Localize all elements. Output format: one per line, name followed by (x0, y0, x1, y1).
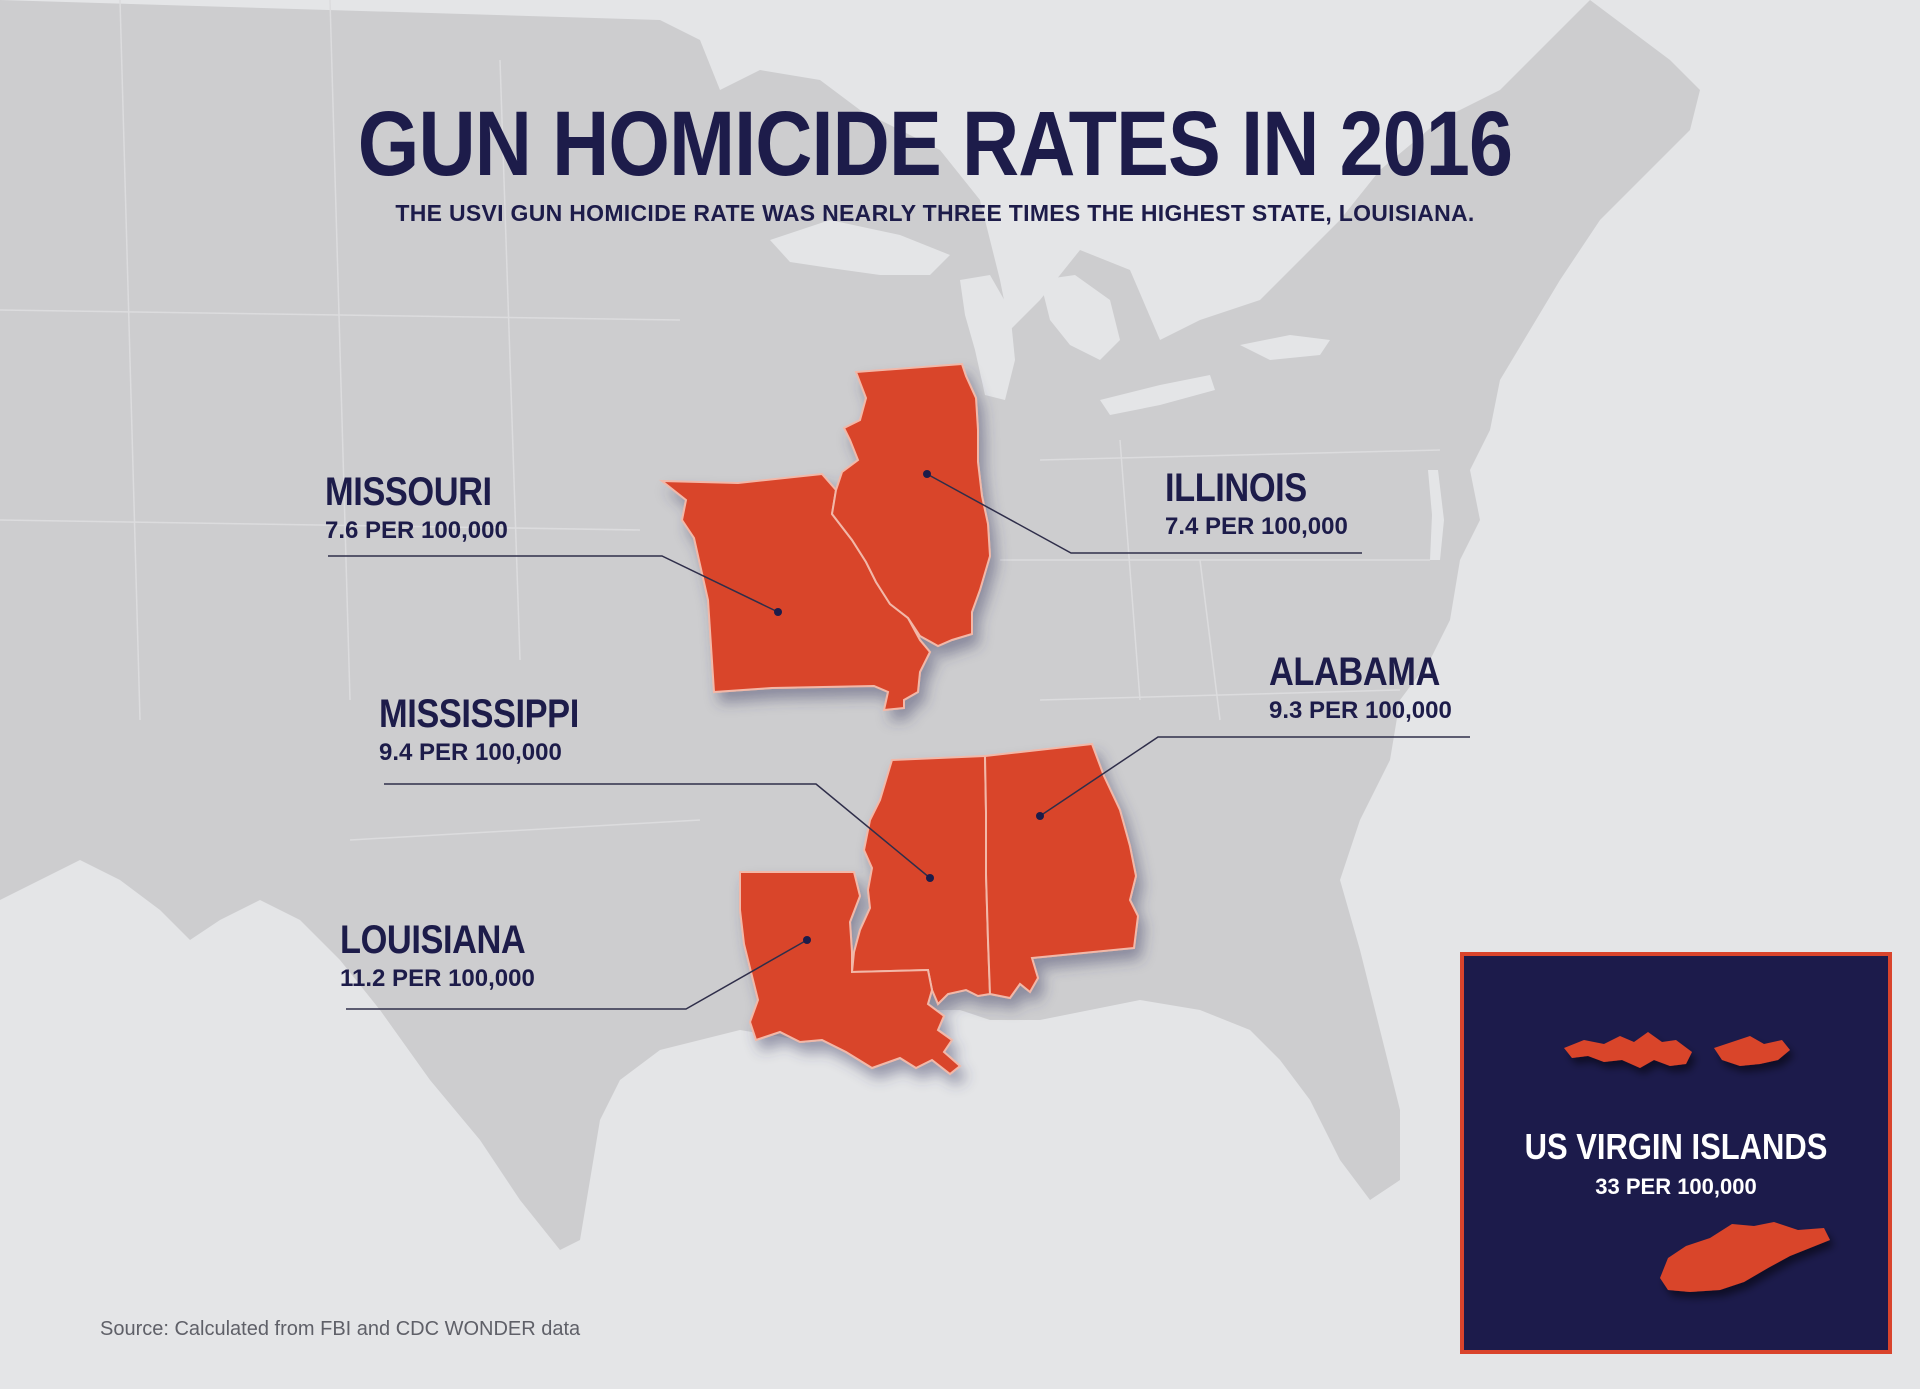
mississippi-dot (926, 874, 934, 882)
lake-michigan (960, 275, 1015, 400)
illinois-dot (923, 470, 931, 478)
chesapeake-bay (1428, 470, 1444, 560)
page-title: GUN HOMICIDE RATES IN 2016 (357, 93, 1513, 195)
alabama-rate: 9.3 PER 100,000 (1269, 697, 1452, 724)
louisiana-rate: 11.2 PER 100,000 (340, 965, 535, 992)
leader-lines (328, 473, 1470, 1010)
alabama-leader (1039, 736, 1470, 817)
illinois-rate: 7.4 PER 100,000 (1165, 513, 1348, 540)
mississippi-rate: 9.4 PER 100,000 (379, 739, 562, 766)
missouri-dot (774, 608, 782, 616)
louisiana-dot (803, 936, 811, 944)
alabama-dot (1036, 812, 1044, 820)
missouri-name: MISSOURI (325, 470, 492, 514)
missouri-leader (328, 555, 779, 613)
missouri-label: MISSOURI 7.6 PER 100,000 (325, 470, 519, 545)
lake-erie (1100, 375, 1215, 415)
illinois-leader (926, 473, 1362, 554)
usvi-name: US VIRGIN ISLANDS (1524, 1126, 1828, 1167)
mississippi-leader (384, 783, 931, 879)
st-thomas-island (1564, 1032, 1692, 1068)
st-croix-island (1660, 1222, 1830, 1292)
louisiana-leader (346, 939, 808, 1010)
usvi-inset: US VIRGIN ISLANDS 33 PER 100,000 (1460, 952, 1892, 1354)
alabama-label: ALABAMA 9.3 PER 100,000 (1269, 650, 1468, 725)
source-note: Source: Calculated from FBI and CDC WOND… (100, 1318, 581, 1340)
illinois-label: ILLINOIS 7.4 PER 100,000 (1165, 466, 1348, 541)
alabama-name: ALABAMA (1269, 650, 1440, 694)
page-subtitle: THE USVI GUN HOMICIDE RATE WAS NEARLY TH… (395, 200, 1475, 226)
leader-dots (774, 470, 1044, 944)
usvi-islands-graphic (1564, 1032, 1830, 1292)
missouri-rate: 7.6 PER 100,000 (325, 517, 508, 544)
alabama-state (983, 742, 1140, 1000)
louisiana-state (739, 871, 962, 1076)
lake-superior (770, 220, 950, 275)
st-john-island (1714, 1036, 1790, 1066)
mississippi-name: MISSISSIPPI (379, 692, 579, 736)
louisiana-name: LOUISIANA (340, 918, 526, 962)
mississippi-label: MISSISSIPPI 9.4 PER 100,000 (379, 692, 611, 767)
usvi-rate: 33 PER 100,000 (1595, 1174, 1757, 1199)
louisiana-label: LOUISIANA 11.2 PER 100,000 (340, 918, 556, 993)
lake-ontario (1240, 335, 1330, 360)
illinois-name: ILLINOIS (1165, 466, 1307, 510)
illinois-state (830, 362, 992, 648)
state-borders (0, 0, 1441, 841)
lake-huron (1040, 275, 1120, 360)
